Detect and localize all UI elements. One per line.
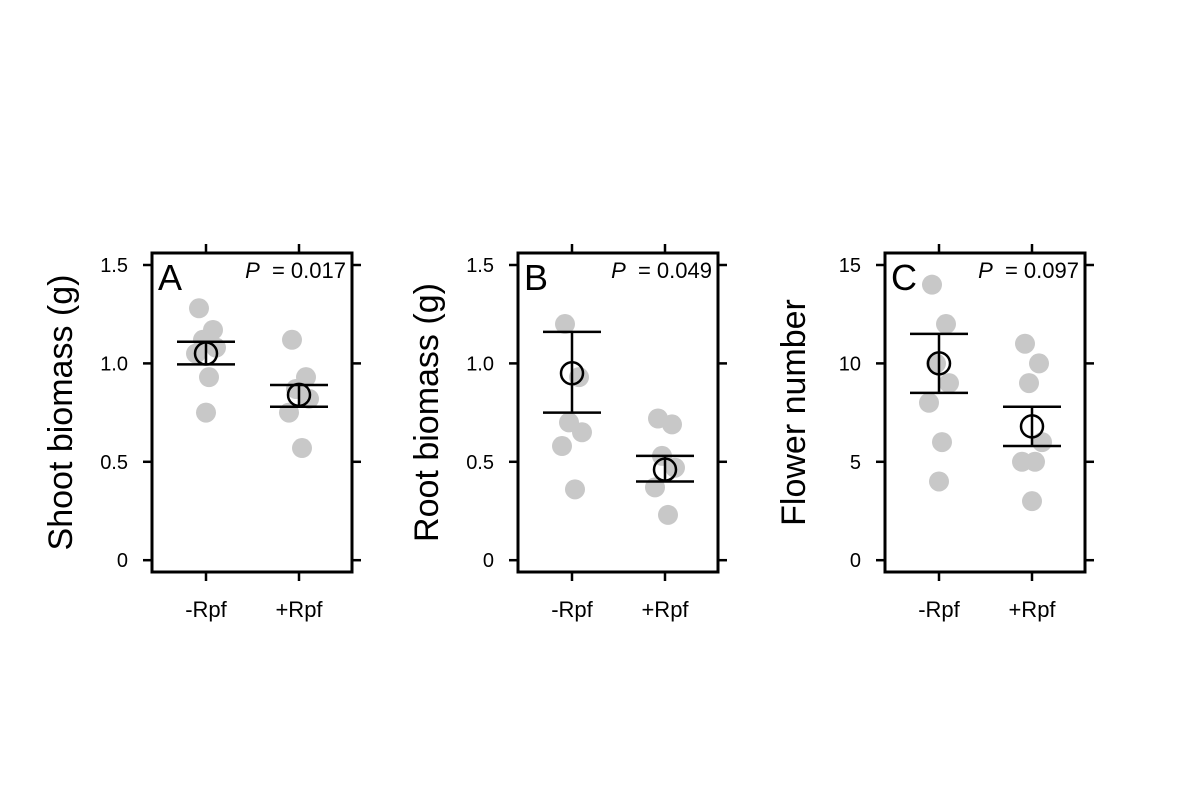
panel-letter: B xyxy=(524,257,548,298)
data-point xyxy=(282,329,302,350)
p-value: P = 0.017 xyxy=(245,258,346,283)
data-point xyxy=(919,392,939,413)
data-point xyxy=(1022,491,1042,512)
p-value: P = 0.049 xyxy=(611,258,712,283)
y-tick-label: 5 xyxy=(850,452,861,474)
p-value-text: = 0.049 xyxy=(626,258,712,283)
mean-marker xyxy=(559,360,585,386)
y-tick-label: 15 xyxy=(839,255,861,277)
data-point xyxy=(926,353,946,374)
x-tick-label: +Rpf xyxy=(1008,597,1056,622)
data-point xyxy=(939,373,959,394)
y-axis-label: Root biomass (g) xyxy=(408,283,446,542)
y-tick-label: 0.5 xyxy=(466,452,494,474)
x-tick-label: -Rpf xyxy=(185,597,227,622)
p-value: P = 0.097 xyxy=(978,258,1079,283)
panel-b: 0 0.5 1.0 1.5 -Rpf +Rpf Root biomass (g) B P = 0… xyxy=(408,244,727,622)
data-point xyxy=(555,314,575,335)
y-tick-label: 1.5 xyxy=(100,255,128,277)
data-point xyxy=(1025,451,1045,472)
mean-marker xyxy=(286,382,312,408)
data-point xyxy=(1029,353,1049,374)
p-symbol: P xyxy=(978,258,993,283)
mean-marker xyxy=(926,351,952,376)
data-point xyxy=(658,504,678,525)
plot-frame xyxy=(516,251,720,574)
y-tick-label: 1.0 xyxy=(100,353,128,375)
mean-marker xyxy=(193,341,219,366)
data-point xyxy=(1019,373,1039,394)
p-symbol: P xyxy=(245,258,260,283)
mean-marker xyxy=(1019,414,1045,439)
data-point xyxy=(932,432,952,453)
y-axis-label: Flower number xyxy=(775,299,813,526)
data-point xyxy=(936,314,956,335)
plot-frame xyxy=(883,251,1087,574)
plot-frame xyxy=(150,251,354,574)
p-symbol: P xyxy=(611,258,626,283)
y-tick-label: 0.5 xyxy=(100,452,128,474)
x-tick-label: -Rpf xyxy=(918,597,960,622)
data-point xyxy=(1032,432,1052,453)
mean-marker xyxy=(652,457,678,482)
y-tick-label: 0 xyxy=(850,550,861,572)
data-point xyxy=(292,438,312,459)
y-tick-label: 1.0 xyxy=(466,353,494,375)
data-point xyxy=(199,367,219,388)
data-point xyxy=(662,414,682,435)
y-tick-label: 1.5 xyxy=(466,255,494,277)
x-tick-label: -Rpf xyxy=(551,597,593,622)
panel-a: 0 0.5 1.0 1.5 -Rpf +Rpf Shoot biomass (g) A P = … xyxy=(42,244,361,622)
y-tick-label: 0 xyxy=(117,550,128,572)
data-point xyxy=(552,436,572,457)
data-point xyxy=(196,402,216,423)
x-tick-label: +Rpf xyxy=(641,597,689,622)
data-point xyxy=(922,274,942,295)
panel-letter: C xyxy=(891,257,917,298)
data-point xyxy=(929,471,949,492)
y-tick-label: 10 xyxy=(839,353,861,375)
y-tick-label: 0 xyxy=(483,550,494,572)
data-point xyxy=(565,479,585,500)
p-value-text: = 0.017 xyxy=(260,258,346,283)
data-point xyxy=(572,422,592,443)
x-tick-label: +Rpf xyxy=(275,597,323,622)
panel-c: 0 5 10 15 -Rpf +Rpf Flower number C P = 0.097 xyxy=(775,244,1094,622)
p-value-text: = 0.097 xyxy=(993,258,1079,283)
data-point xyxy=(1015,333,1035,354)
data-point xyxy=(189,298,209,319)
y-axis-label: Shoot biomass (g) xyxy=(42,275,80,551)
panel-letter: A xyxy=(158,257,182,298)
